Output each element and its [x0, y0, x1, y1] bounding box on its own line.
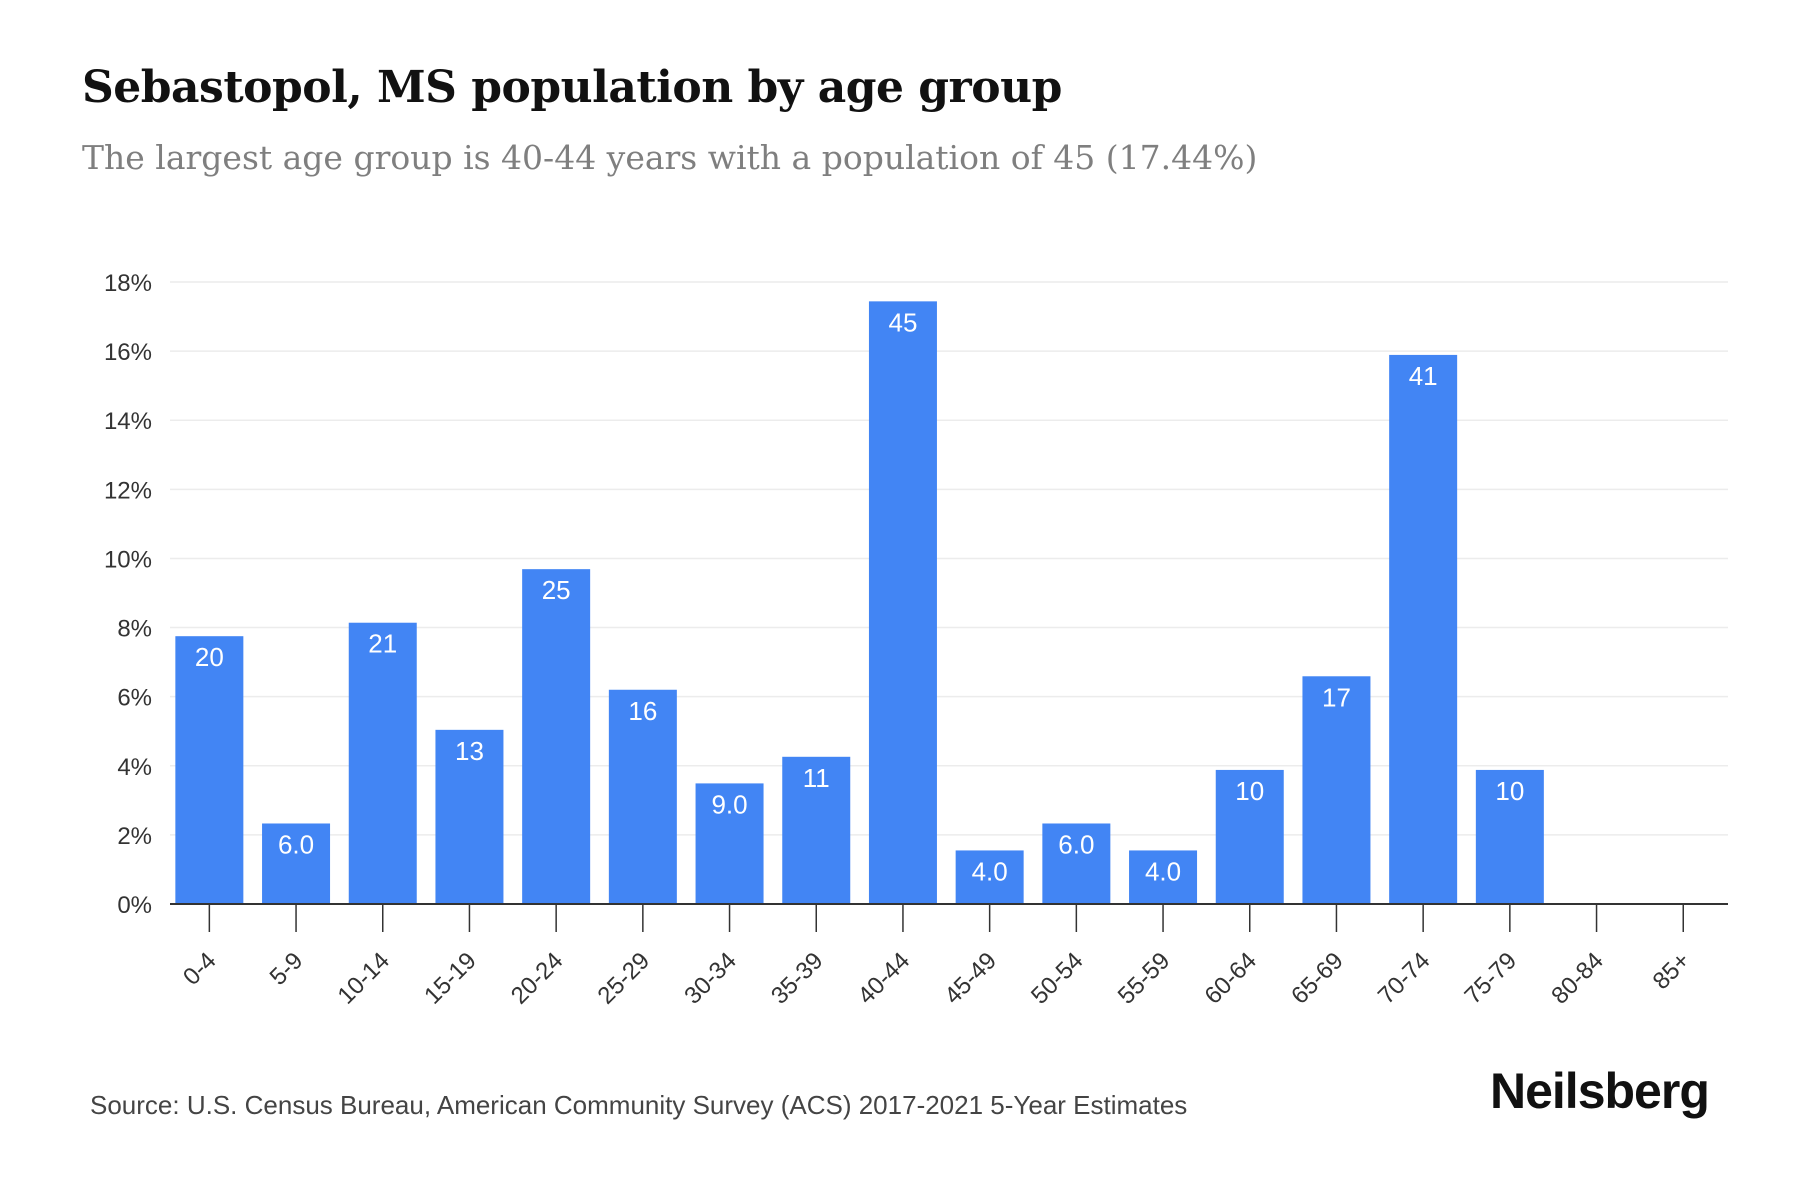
- bar-value-label: 6.0: [1058, 829, 1094, 859]
- bar: [1475, 769, 1544, 904]
- bar: [868, 301, 937, 905]
- x-tick-label: 75-79: [1460, 947, 1523, 1010]
- bar: [1389, 354, 1458, 904]
- bar: [435, 729, 504, 904]
- bar-value-label: 6.0: [278, 829, 314, 859]
- x-tick-label: 40-44: [853, 947, 916, 1010]
- bar: [608, 689, 677, 904]
- x-tick-label: 25-29: [593, 947, 656, 1010]
- chart-subtitle: The largest age group is 40-44 years wit…: [82, 138, 1258, 177]
- x-tick-label: 35-39: [766, 947, 829, 1010]
- x-tick-label: 65-69: [1286, 947, 1349, 1010]
- x-tick-label: 30-34: [679, 947, 742, 1010]
- y-tick-label: 10%: [104, 546, 152, 573]
- bar: [1215, 769, 1284, 904]
- chart-title: Sebastopol, MS population by age group: [82, 62, 1062, 113]
- bar-value-label: 25: [542, 575, 571, 605]
- bar: [782, 756, 851, 904]
- bar: [262, 823, 331, 904]
- x-tick-label: 0-4: [178, 947, 222, 991]
- x-tick-label: 10-14: [332, 947, 395, 1010]
- bar-value-label: 10: [1495, 776, 1524, 806]
- y-tick-label: 6%: [117, 685, 152, 712]
- bar-value-label: 16: [628, 696, 657, 726]
- x-tick-label: 15-19: [419, 947, 482, 1010]
- bar-value-label: 4.0: [972, 856, 1008, 886]
- bar: [1042, 823, 1111, 904]
- bar: [695, 783, 764, 904]
- bar: [175, 636, 244, 904]
- x-tick-label: 80-84: [1546, 947, 1609, 1010]
- x-tick-label: 45-49: [939, 947, 1002, 1010]
- bar-value-label: 21: [368, 629, 397, 659]
- bar-value-label: 10: [1235, 776, 1264, 806]
- bar-value-label: 4.0: [1145, 856, 1181, 886]
- source-note: Source: U.S. Census Bureau, American Com…: [90, 1090, 1188, 1120]
- bar: [348, 622, 417, 904]
- bar: [1129, 850, 1198, 904]
- bar: [522, 569, 591, 904]
- bar-value-label: 13: [455, 736, 484, 766]
- y-tick-label: 0%: [117, 892, 152, 919]
- x-tick-label: 50-54: [1026, 947, 1089, 1010]
- y-tick-label: 18%: [104, 270, 152, 297]
- y-tick-label: 12%: [104, 477, 152, 504]
- bar: [1302, 676, 1371, 904]
- y-tick-label: 4%: [117, 754, 152, 781]
- bar-value-label: 9.0: [711, 789, 747, 819]
- bar: [955, 850, 1024, 904]
- y-tick-label: 16%: [104, 339, 152, 366]
- y-tick-label: 2%: [117, 823, 152, 850]
- bar-value-label: 41: [1409, 361, 1438, 391]
- bar-value-label: 17: [1322, 682, 1351, 712]
- bar-value-label: 45: [888, 307, 917, 337]
- x-tick-label: 60-64: [1199, 947, 1262, 1010]
- bar-value-label: 20: [195, 642, 224, 672]
- bar-value-label: 11: [803, 763, 830, 793]
- x-tick-label: 70-74: [1373, 947, 1436, 1010]
- x-tick-label: 5-9: [265, 947, 309, 991]
- y-tick-label: 14%: [104, 408, 152, 435]
- x-tick-label: 55-59: [1113, 947, 1176, 1010]
- x-tick-label: 20-24: [506, 947, 569, 1010]
- brand-logo: Neilsberg: [1490, 1063, 1710, 1119]
- x-tick-label: 85+: [1648, 947, 1696, 995]
- y-tick-label: 8%: [117, 616, 152, 643]
